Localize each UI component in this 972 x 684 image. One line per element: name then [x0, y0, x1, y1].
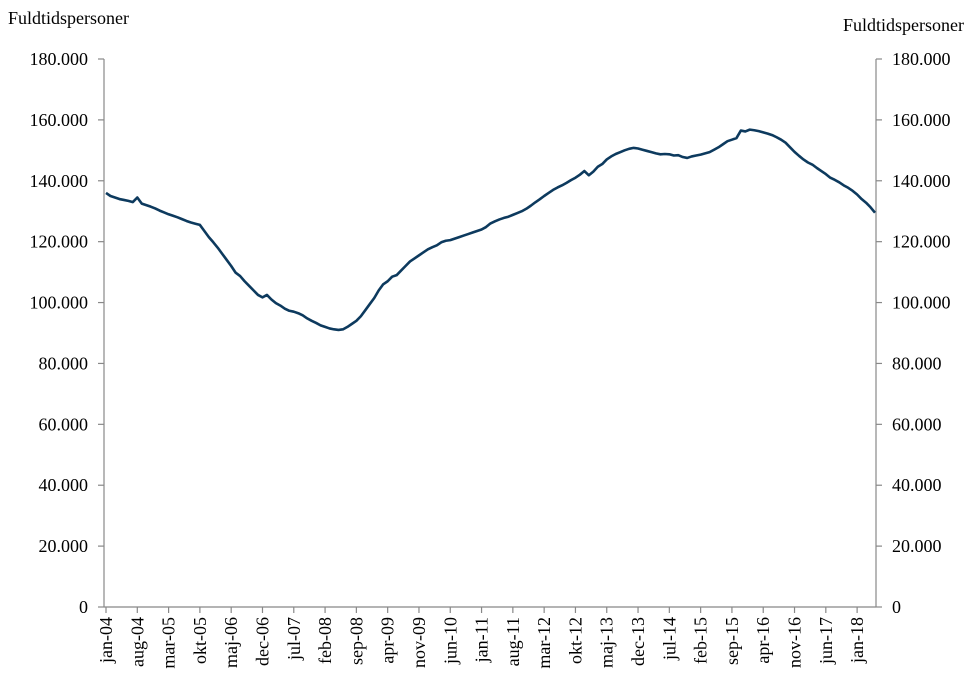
x-tick-label: okt-12 [565, 617, 585, 664]
x-tick-label: jan-04 [96, 617, 116, 664]
y-tick-label: 40.000 [39, 475, 89, 495]
y2-tick-label: 60.000 [892, 414, 942, 434]
y2-tick-label: 180.000 [892, 49, 951, 69]
x-tick-label: okt-05 [190, 617, 210, 664]
y2-tick-label: 40.000 [892, 475, 942, 495]
line-series [105, 128, 877, 332]
x-tick-label: aug-04 [127, 617, 147, 667]
x-tick-label: sep-08 [346, 617, 366, 665]
y-tick-label: 0 [79, 597, 88, 617]
y2-tick-label: 100.000 [892, 293, 951, 313]
y-tick-label: 100.000 [30, 293, 89, 313]
y-tick-label: 60.000 [39, 414, 89, 434]
y-axis-label: Fuldtidspersoner [8, 8, 129, 28]
y2-tick-label: 80.000 [892, 353, 942, 373]
x-tick-label: feb-15 [691, 617, 711, 664]
y2-tick-label: 160.000 [892, 110, 951, 130]
x-tick-label: jul-07 [284, 617, 304, 661]
x-tick-label: jul-14 [659, 617, 679, 661]
x-tick-label: sep-15 [722, 617, 742, 665]
y2-axis-label: Fuldtidspersoner [843, 15, 964, 35]
y2-tick-label: 140.000 [892, 171, 951, 191]
x-tick-label: nov-09 [409, 617, 429, 668]
x-tick-label: apr-16 [753, 617, 773, 664]
y-tick-label: 140.000 [30, 171, 89, 191]
y-tick-label: 160.000 [30, 110, 89, 130]
y-tick-label: 80.000 [39, 353, 89, 373]
x-tick-label: jun-10 [440, 617, 460, 665]
x-tick-label: feb-08 [315, 617, 335, 664]
y-tick-label: 20.000 [39, 536, 89, 556]
y2-tick-label: 0 [892, 597, 901, 617]
x-tick-label: dec-06 [252, 617, 272, 666]
x-tick-label: dec-13 [628, 617, 648, 666]
y-tick-label: 120.000 [30, 232, 89, 252]
x-tick-label: jan-11 [472, 617, 492, 663]
x-tick-label: maj-06 [221, 617, 241, 668]
x-tick-label: aug-11 [503, 617, 523, 666]
x-tick-label: maj-13 [597, 617, 617, 668]
x-tick-label: mar-12 [534, 617, 554, 669]
y-tick-label: 180.000 [30, 49, 89, 69]
y2-tick-label: 120.000 [892, 232, 951, 252]
x-tick-label: jun-17 [816, 617, 836, 665]
y2-tick-label: 20.000 [892, 536, 942, 556]
x-tick-label: jan-18 [847, 617, 867, 664]
x-tick-label: nov-16 [785, 617, 805, 668]
x-tick-label: apr-09 [378, 617, 398, 664]
x-tick-label: mar-05 [159, 617, 179, 669]
